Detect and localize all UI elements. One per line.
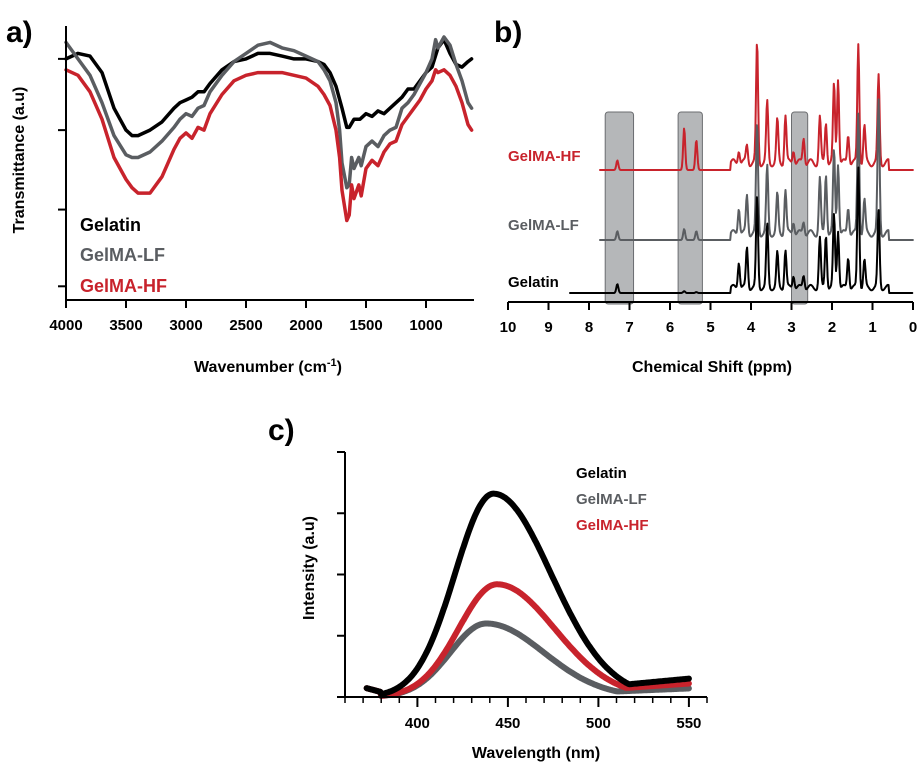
panel-c-legend-gelatin: Gelatin	[576, 465, 627, 482]
panel-b-x-tick-label: 3	[787, 319, 795, 336]
panel-b-x-tick-label: 8	[585, 319, 593, 336]
panel-b-label-gelma-hf: GelMA-HF	[508, 148, 581, 165]
panel-a-legend-gelma-lf: GelMA-LF	[80, 245, 165, 265]
ftir-series-gelma-lf	[64, 35, 474, 190]
panel-b-x-tick-label: 10	[500, 319, 517, 336]
panel-c-x-tick-label: 450	[495, 715, 520, 732]
panel-c-x-axis-label: Wavelength (nm)	[472, 745, 600, 762]
panel-c-x-tick-label: 500	[586, 715, 611, 732]
nmr-highlight-region	[791, 111, 809, 305]
nmr-highlight-region	[604, 111, 635, 305]
panel-b-label: b)	[494, 16, 522, 49]
panel-b-x-tick-label: 0	[909, 319, 917, 336]
panel-a-y-axis-label: Transmittance (a.u)	[11, 87, 28, 234]
panel-a-label: a)	[6, 16, 33, 49]
nmr-spectrum-gelma-lf	[599, 98, 914, 241]
panel-a-x-axis-label: Wavenumber (cm-1)	[194, 357, 342, 376]
panel-c-label: c)	[268, 414, 295, 447]
panel-a-x-ticks: 4000 3500 3000 2500 2000 1500 1000	[49, 300, 443, 334]
panel-c-fluorescence-chart: 400 450 500 550 Intensity (a.u) Wavelength …	[301, 451, 708, 762]
panel-b-x-tick-label: 2	[828, 319, 836, 336]
panel-a-x-tick-label: 4000	[49, 317, 82, 334]
nmr-spectra	[569, 43, 914, 294]
panel-b-nmr-chart: 10 9 8 7 6 5 4 3 2 1 0 Chemical Shift (ppm) GelMA-…	[500, 43, 917, 376]
nmr-spectrum-gelma-hf	[599, 43, 914, 171]
panel-a-legend-gelma-hf: GelMA-HF	[80, 276, 167, 296]
panel-a-ftir-chart: 4000 3500 3000 2500 2000 1500 1000 Transmittan…	[11, 26, 474, 376]
ftir-curves	[64, 35, 474, 223]
ftir-series-gelma-hf	[64, 68, 474, 223]
panel-a-x-tick-label: 1000	[409, 317, 442, 334]
panel-b-x-tick-label: 1	[868, 319, 876, 336]
nmr-highlight-region	[677, 111, 703, 305]
panel-c-y-ticks	[337, 451, 345, 698]
panel-a-x-tick-label: 2000	[289, 317, 322, 334]
panel-c-legend-gelma-lf: GelMA-LF	[576, 491, 647, 508]
nmr-spectrum-gelatin	[569, 166, 914, 294]
panel-c-x-tick-label: 550	[676, 715, 701, 732]
ftir-series-gelatin	[64, 37, 474, 138]
fluorescence-series-gelatin	[363, 490, 692, 698]
panel-b-label-gelatin: Gelatin	[508, 274, 559, 291]
panel-c-y-axis-label: Intensity (a.u)	[301, 516, 318, 620]
panel-b-label-gelma-lf: GelMA-LF	[508, 217, 579, 234]
panel-a-y-ticks	[58, 57, 66, 288]
panel-c-legend-gelma-hf: GelMA-HF	[576, 517, 649, 534]
panel-a-x-tick-label: 3000	[169, 317, 202, 334]
panel-a-legend-gelatin: Gelatin	[80, 215, 141, 235]
nmr-highlight-regions	[604, 111, 809, 305]
panel-c-x-ticks: 400 450 500 550	[344, 697, 708, 732]
panel-b-x-tick-label: 5	[706, 319, 714, 336]
panel-b-x-tick-label: 9	[544, 319, 552, 336]
panel-a-x-tick-label: 2500	[229, 317, 262, 334]
panel-b-x-tick-label: 7	[625, 319, 633, 336]
fluorescence-curves	[363, 490, 692, 699]
panel-b-x-axis-label: Chemical Shift (ppm)	[632, 359, 792, 376]
fluorescence-series-gelma-hf	[363, 581, 692, 699]
panel-c-x-tick-label: 400	[405, 715, 430, 732]
panel-a-x-tick-label: 1500	[349, 317, 382, 334]
panel-a-x-tick-label: 3500	[109, 317, 142, 334]
panel-b-x-tick-label: 6	[666, 319, 674, 336]
panel-b-x-ticks: 10 9 8 7 6 5 4 3 2 1 0	[500, 302, 917, 336]
panel-b-x-tick-label: 4	[747, 319, 756, 336]
